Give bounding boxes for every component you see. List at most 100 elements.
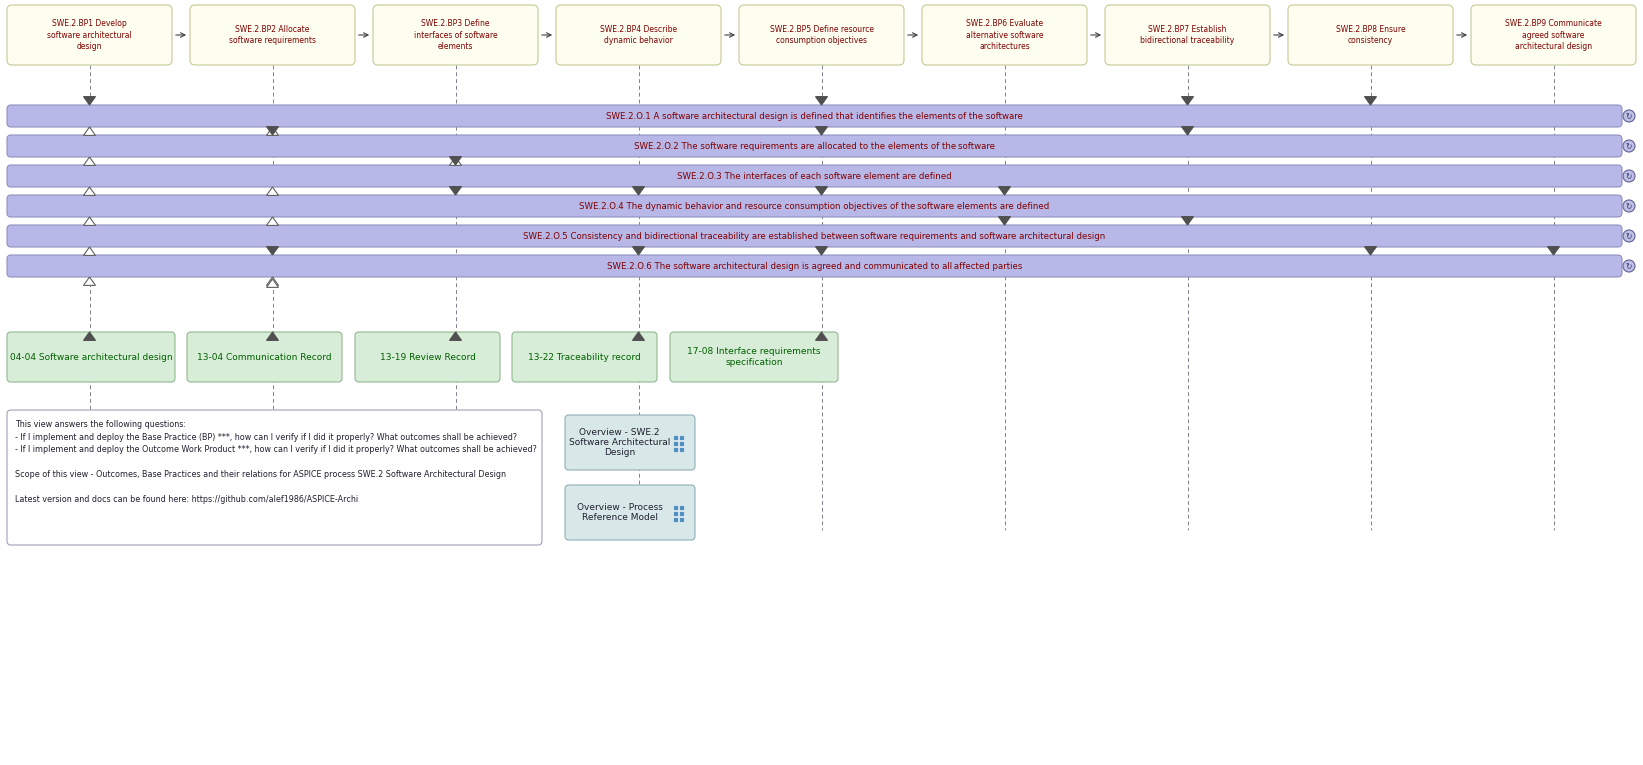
- Polygon shape: [1364, 96, 1377, 105]
- Text: ↻: ↻: [1627, 232, 1631, 241]
- Circle shape: [1623, 200, 1635, 212]
- FancyBboxPatch shape: [922, 5, 1088, 65]
- Polygon shape: [633, 246, 644, 255]
- FancyBboxPatch shape: [739, 5, 904, 65]
- Polygon shape: [815, 187, 828, 195]
- FancyBboxPatch shape: [7, 225, 1622, 247]
- FancyBboxPatch shape: [7, 255, 1622, 277]
- FancyBboxPatch shape: [7, 165, 1622, 187]
- Circle shape: [1623, 110, 1635, 122]
- FancyBboxPatch shape: [1106, 5, 1270, 65]
- Polygon shape: [84, 96, 95, 105]
- FancyBboxPatch shape: [565, 415, 695, 470]
- FancyBboxPatch shape: [7, 410, 542, 545]
- FancyBboxPatch shape: [565, 485, 695, 540]
- Bar: [679, 435, 683, 440]
- Polygon shape: [266, 127, 279, 135]
- Bar: [674, 504, 679, 509]
- Polygon shape: [1181, 126, 1193, 135]
- Text: ↻: ↻: [1627, 112, 1631, 121]
- Circle shape: [1623, 260, 1635, 272]
- Text: SWE.2.BP3 Define
interfaces of software
elements: SWE.2.BP3 Define interfaces of software …: [414, 19, 498, 50]
- Text: SWE.2.BP2 Allocate
software requirements: SWE.2.BP2 Allocate software requirements: [228, 25, 315, 45]
- Text: SWE.2.BP9 Communicate
agreed software
architectural design: SWE.2.BP9 Communicate agreed software ar…: [1505, 19, 1602, 50]
- FancyBboxPatch shape: [187, 332, 342, 382]
- Polygon shape: [84, 332, 95, 340]
- FancyBboxPatch shape: [670, 332, 838, 382]
- Polygon shape: [450, 332, 462, 340]
- Polygon shape: [815, 246, 828, 255]
- FancyBboxPatch shape: [7, 105, 1622, 127]
- FancyBboxPatch shape: [7, 195, 1622, 217]
- Circle shape: [1623, 140, 1635, 152]
- Text: 04-04 Software architectural design: 04-04 Software architectural design: [10, 353, 173, 362]
- FancyBboxPatch shape: [513, 332, 657, 382]
- Polygon shape: [450, 187, 462, 195]
- Bar: [679, 504, 683, 509]
- Text: Overview - Process
Reference Model: Overview - Process Reference Model: [577, 503, 662, 522]
- Text: ↻: ↻: [1627, 202, 1631, 211]
- Polygon shape: [266, 279, 279, 288]
- Bar: [674, 435, 679, 440]
- Bar: [674, 516, 679, 522]
- FancyBboxPatch shape: [555, 5, 721, 65]
- Text: 13-22 Traceability record: 13-22 Traceability record: [527, 353, 641, 362]
- Polygon shape: [1181, 216, 1193, 225]
- Polygon shape: [999, 216, 1010, 225]
- Text: SWE.2.BP6 Evaluate
alternative software
architectures: SWE.2.BP6 Evaluate alternative software …: [966, 19, 1043, 50]
- Circle shape: [1623, 230, 1635, 242]
- Polygon shape: [1364, 246, 1377, 255]
- Polygon shape: [633, 187, 644, 195]
- Polygon shape: [266, 277, 279, 285]
- Bar: [679, 510, 683, 516]
- Bar: [674, 510, 679, 516]
- Text: SWE.2.O.3 The interfaces of each software element are defined: SWE.2.O.3 The interfaces of each softwar…: [677, 171, 951, 181]
- Text: This view answers the following questions:
- If I implement and deploy the Base : This view answers the following question…: [15, 420, 537, 504]
- Polygon shape: [633, 332, 644, 340]
- Polygon shape: [815, 332, 828, 340]
- Bar: [679, 516, 683, 522]
- Polygon shape: [84, 277, 95, 285]
- Bar: [679, 447, 683, 451]
- Text: SWE.2.BP8 Ensure
consistency: SWE.2.BP8 Ensure consistency: [1336, 25, 1405, 45]
- Polygon shape: [84, 247, 95, 256]
- Polygon shape: [84, 127, 95, 135]
- Bar: [674, 441, 679, 445]
- Polygon shape: [450, 157, 462, 165]
- Text: 13-19 Review Record: 13-19 Review Record: [380, 353, 475, 362]
- Text: ↻: ↻: [1627, 172, 1631, 181]
- Text: SWE.2.BP1 Develop
software architectural
design: SWE.2.BP1 Develop software architectural…: [48, 19, 131, 50]
- FancyBboxPatch shape: [355, 332, 499, 382]
- Polygon shape: [266, 246, 279, 255]
- Text: SWE.2.BP7 Establish
bidirectional traceability: SWE.2.BP7 Establish bidirectional tracea…: [1140, 25, 1234, 45]
- Text: Overview - SWE.2
Software Architectural
Design: Overview - SWE.2 Software Architectural …: [568, 428, 670, 457]
- Polygon shape: [266, 126, 279, 135]
- Circle shape: [1623, 170, 1635, 182]
- Polygon shape: [266, 217, 279, 226]
- Text: SWE.2.O.1 A software architectural design is defined that identifies the element: SWE.2.O.1 A software architectural desig…: [606, 112, 1024, 121]
- Polygon shape: [84, 187, 95, 195]
- FancyBboxPatch shape: [1470, 5, 1636, 65]
- Polygon shape: [1181, 96, 1193, 105]
- FancyBboxPatch shape: [7, 5, 173, 65]
- Bar: [679, 441, 683, 445]
- Text: SWE.2.BP5 Define resource
consumption objectives: SWE.2.BP5 Define resource consumption ob…: [769, 25, 874, 45]
- Bar: [674, 447, 679, 451]
- FancyBboxPatch shape: [7, 332, 176, 382]
- Text: 17-08 Interface requirements
specification: 17-08 Interface requirements specificati…: [687, 347, 822, 366]
- Text: ↻: ↻: [1627, 262, 1631, 271]
- Text: SWE.2.O.4 The dynamic behavior and resource consumption objectives of the softwa: SWE.2.O.4 The dynamic behavior and resou…: [580, 201, 1050, 210]
- Polygon shape: [999, 187, 1010, 195]
- Polygon shape: [815, 96, 828, 105]
- Polygon shape: [815, 126, 828, 135]
- Polygon shape: [266, 332, 279, 340]
- FancyBboxPatch shape: [373, 5, 537, 65]
- Text: SWE.2.BP4 Describe
dynamic behavior: SWE.2.BP4 Describe dynamic behavior: [600, 25, 677, 45]
- FancyBboxPatch shape: [1288, 5, 1452, 65]
- Polygon shape: [450, 157, 462, 165]
- FancyBboxPatch shape: [7, 135, 1622, 157]
- Polygon shape: [1548, 246, 1559, 255]
- Polygon shape: [266, 187, 279, 195]
- Polygon shape: [84, 217, 95, 226]
- Text: 13-04 Communication Record: 13-04 Communication Record: [197, 353, 332, 362]
